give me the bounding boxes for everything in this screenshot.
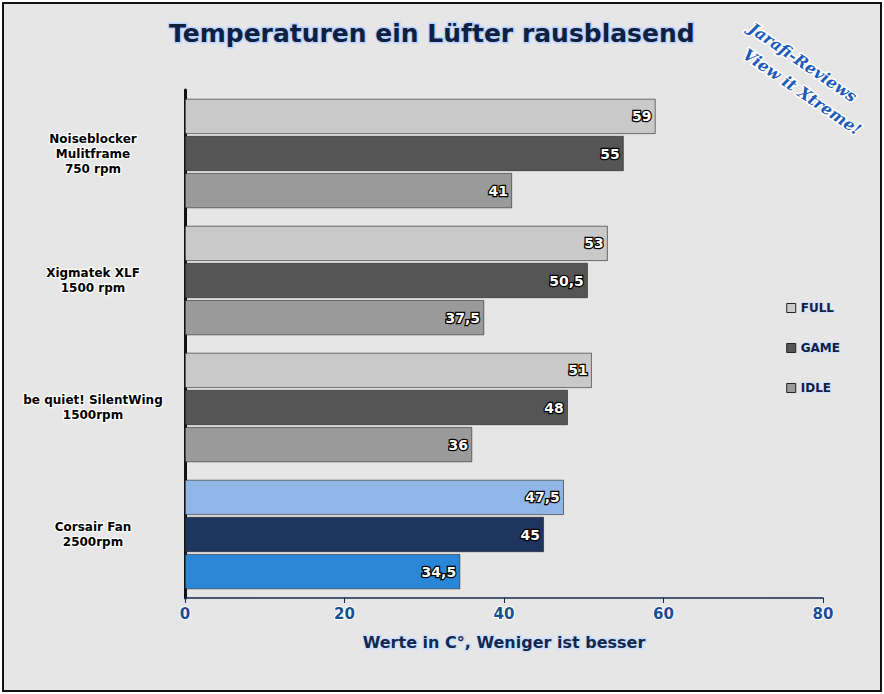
svg-text:45: 45 — [520, 527, 539, 543]
svg-text:Jarafi-Reviews: Jarafi-Reviews — [745, 18, 861, 107]
svg-text:Xigmatek XLF: Xigmatek XLF — [46, 266, 140, 280]
svg-text:Noiseblocker: Noiseblocker — [49, 132, 137, 146]
svg-text:1500rpm: 1500rpm — [63, 408, 123, 422]
svg-text:GAME: GAME — [801, 341, 840, 355]
svg-text:59: 59 — [632, 108, 651, 124]
svg-text:80: 80 — [813, 605, 834, 623]
svg-text:Corsair Fan: Corsair Fan — [55, 520, 132, 534]
svg-text:40: 40 — [494, 605, 515, 623]
svg-text:48: 48 — [544, 400, 563, 416]
svg-text:FULL: FULL — [801, 301, 835, 315]
svg-text:1500 rpm: 1500 rpm — [61, 281, 126, 295]
svg-text:2500rpm: 2500rpm — [63, 535, 123, 549]
svg-text:37,5: 37,5 — [446, 310, 481, 326]
svg-text:50,5: 50,5 — [549, 273, 584, 289]
svg-text:750 rpm: 750 rpm — [65, 162, 121, 176]
svg-text:36: 36 — [449, 437, 468, 453]
svg-text:be quiet! SilentWing: be quiet! SilentWing — [23, 393, 162, 407]
svg-text:47,5: 47,5 — [525, 489, 560, 505]
svg-text:34,5: 34,5 — [422, 564, 457, 580]
svg-text:Werte in C°, Weniger ist besse: Werte in C°, Weniger ist besser — [363, 633, 646, 652]
svg-text:41: 41 — [488, 183, 507, 199]
svg-text:Mulitframe: Mulitframe — [56, 147, 130, 161]
svg-text:51: 51 — [568, 362, 587, 378]
svg-text:60: 60 — [653, 605, 674, 623]
svg-text:Temperaturen ein Lüfter rausbl: Temperaturen ein Lüfter rausblasend — [169, 19, 695, 48]
svg-text:IDLE: IDLE — [801, 381, 831, 395]
svg-text:53: 53 — [584, 235, 603, 251]
svg-text:20: 20 — [334, 605, 355, 623]
svg-text:View it Xtreme!: View it Xtreme! — [739, 45, 865, 139]
svg-text:55: 55 — [600, 146, 619, 162]
svg-text:0: 0 — [180, 605, 190, 623]
